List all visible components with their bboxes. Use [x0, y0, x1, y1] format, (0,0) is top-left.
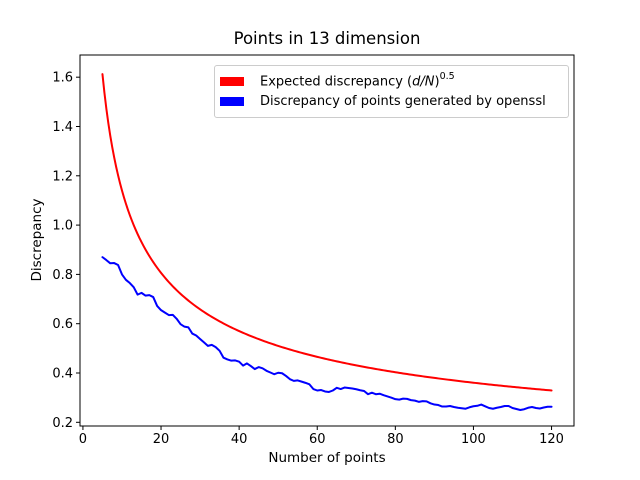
- y-tick-label: 0.4: [52, 367, 73, 382]
- legend: Expected discrepancy (d/N)0.5 Discrepanc…: [214, 65, 569, 118]
- legend-label-openssl: Discrepancy of points generated by opens…: [260, 93, 546, 109]
- x-tick-label: 100: [461, 432, 486, 447]
- legend-entry-expected: Expected discrepancy (d/N)0.5: [220, 71, 568, 91]
- x-tick-label: 20: [153, 432, 170, 447]
- legend-entry-openssl: Discrepancy of points generated by opens…: [220, 91, 568, 111]
- y-tick-label: 0.6: [52, 317, 73, 332]
- y-tick-label: 0.2: [52, 416, 73, 431]
- y-tick-label: 0.8: [52, 268, 73, 283]
- y-tick-label: 1.0: [52, 219, 73, 234]
- x-axis-label: Number of points: [268, 450, 386, 466]
- x-tick-label: 0: [79, 432, 87, 447]
- legend-swatch-blue: [220, 96, 244, 106]
- x-tick-label: 40: [231, 432, 248, 447]
- y-tick-label: 1.2: [52, 169, 73, 184]
- x-tick-label: 120: [539, 432, 564, 447]
- legend-label-text: Expected discrepancy (: [260, 74, 413, 90]
- legend-swatch-red: [220, 76, 244, 86]
- y-tick-label: 1.4: [52, 120, 73, 135]
- y-axis-ticks: 0.2 0.4 0.6 0.8 1.0 1.2 1.4 1.6: [52, 71, 80, 431]
- chart-title: Points in 13 dimension: [233, 29, 421, 48]
- legend-label-expected: Expected discrepancy (d/N)0.5: [260, 71, 455, 90]
- legend-label-exponent: 0.5: [439, 71, 455, 83]
- series-expected-line: [101, 73, 553, 392]
- y-axis-label: Discrepancy: [29, 198, 45, 282]
- axes-spines: [79, 54, 575, 427]
- x-tick-label: 60: [309, 432, 326, 447]
- legend-label-close: ): [434, 74, 440, 90]
- y-tick-label: 1.6: [52, 71, 73, 86]
- x-tick-label: 80: [387, 432, 404, 447]
- legend-label-math: d/N: [412, 74, 435, 90]
- x-axis-ticks: 0 20 40 60 80 100 120: [79, 426, 564, 447]
- series-openssl-line: [101, 256, 553, 411]
